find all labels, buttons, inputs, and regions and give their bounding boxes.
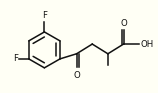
Text: O: O [73, 71, 80, 80]
Text: OH: OH [140, 40, 153, 49]
Text: O: O [120, 19, 127, 28]
Text: F: F [13, 54, 18, 63]
Text: F: F [42, 11, 47, 20]
